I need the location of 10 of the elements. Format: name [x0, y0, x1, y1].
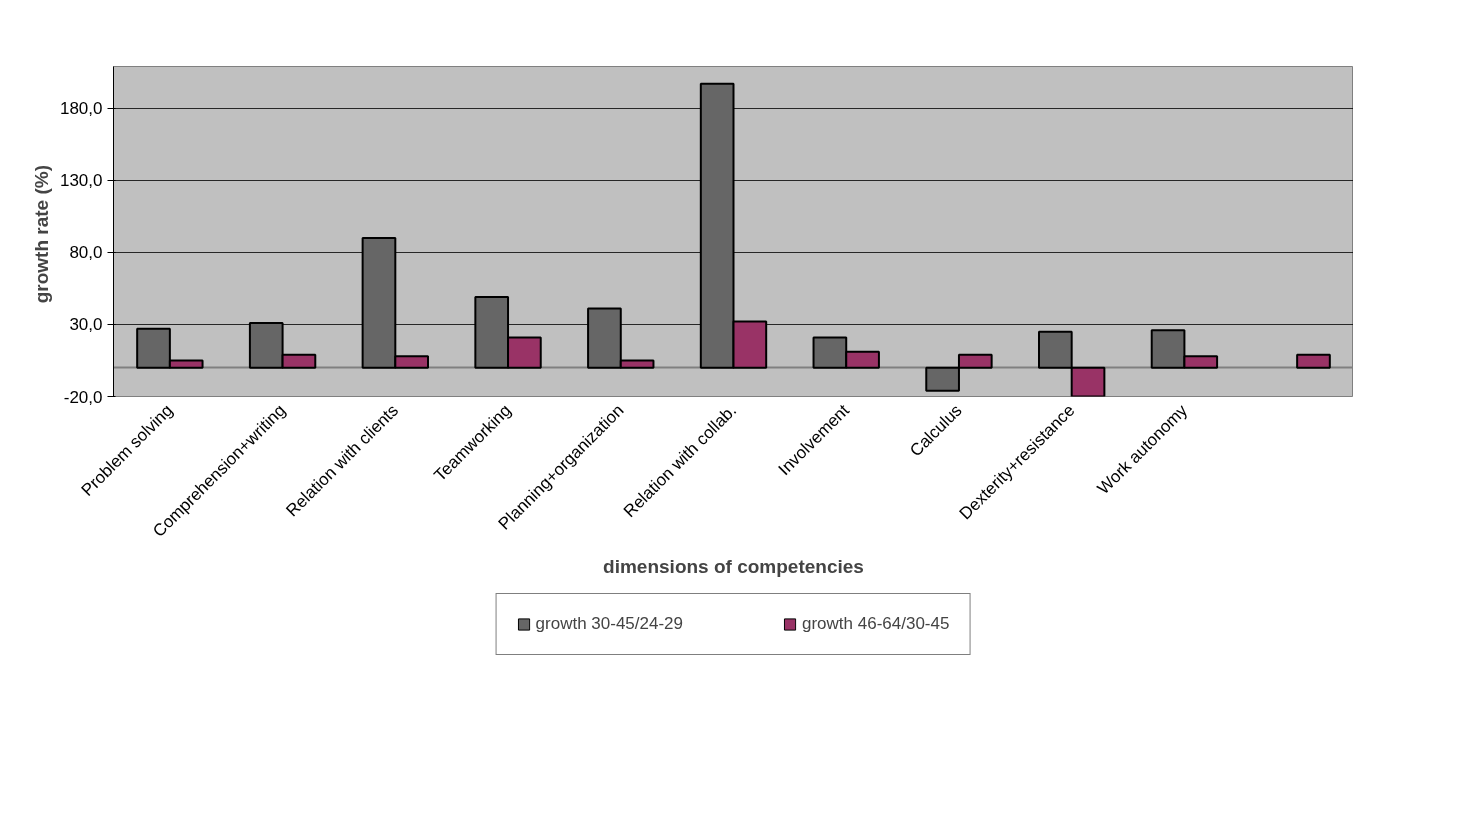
- y-tick-label: 80,0: [69, 243, 103, 263]
- legend-label: growth 30-45/24-29: [535, 614, 683, 634]
- y-tick-label: 30,0: [69, 315, 103, 335]
- legend-label: growth 46-64/30-45: [802, 614, 950, 634]
- y-axis-title: growth rate (%): [30, 165, 52, 304]
- y-tick-label: 130,0: [59, 171, 103, 191]
- y-tick-label: -20,0: [63, 387, 103, 407]
- bar: [1296, 353, 1331, 369]
- x-axis-title: dimensions of competencies: [603, 555, 864, 577]
- y-tick-label: 180,0: [59, 99, 103, 119]
